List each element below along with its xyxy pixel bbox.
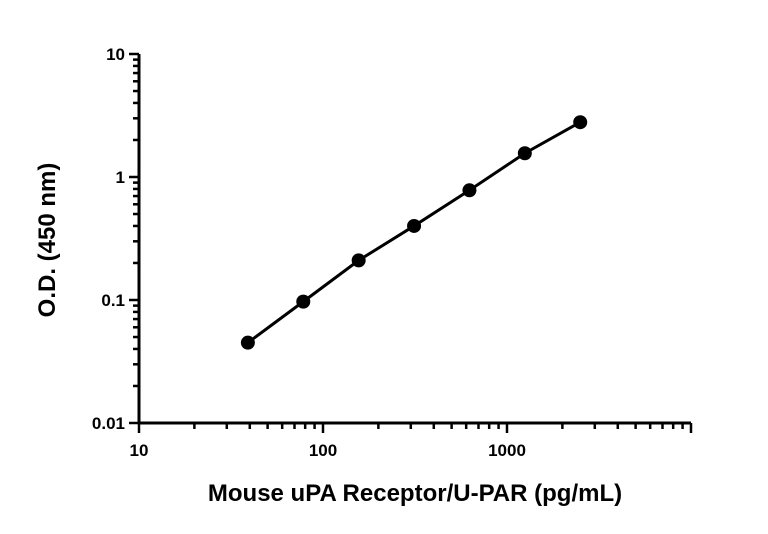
y-tick-label: 10 (106, 45, 125, 64)
x-axis-title: Mouse uPA Receptor/U-PAR (pg/mL) (208, 480, 622, 507)
data-point (407, 218, 422, 233)
y-tick-label: 0.01 (92, 414, 125, 433)
axes (129, 52, 693, 433)
x-tick-label: 1000 (488, 441, 526, 460)
y-tick-labels: 0.01 0.1 1 10 (92, 45, 125, 433)
y-axis-title: O.D. (450 nm) (34, 163, 61, 318)
data-point (573, 115, 588, 130)
y-tick-label: 0.1 (101, 291, 125, 310)
x-tick-labels: 10 100 1000 (130, 441, 526, 460)
data-point (462, 183, 477, 198)
y-tick-label: 1 (116, 168, 125, 187)
data-point (240, 335, 255, 350)
data-point (296, 294, 311, 309)
data-point (351, 253, 366, 268)
series (240, 115, 588, 350)
x-tick-label: 100 (309, 441, 337, 460)
x-tick-label: 10 (130, 441, 149, 460)
data-point (517, 146, 532, 161)
